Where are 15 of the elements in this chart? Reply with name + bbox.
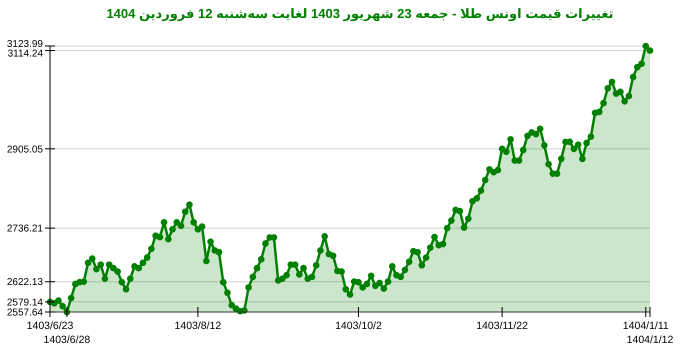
y-tick-label: 3123.99 — [6, 39, 44, 50]
y-tick-label: 2622.13 — [6, 277, 44, 288]
x-tick-label: 1403/8/12 — [174, 320, 222, 332]
x-tick-label: 1403/6/28 — [44, 334, 90, 346]
chart-title: تغییرات قیمت اونس طلا - جمعه 23 شهریور 1403 لغایت سه‌شنبه 12 فروردین 1404 — [106, 6, 614, 22]
x-tick-label: 1403/11/22 — [476, 320, 528, 332]
y-tick-label: 2736.21 — [6, 224, 44, 235]
x-tick-label: 1403/6/23 — [26, 320, 74, 332]
x-tick-label: 1404/1/11 — [622, 320, 669, 332]
x-tick-label: 1403/10/2 — [335, 320, 382, 332]
y-tick-label: 2557.64 — [6, 308, 44, 318]
y-tick-label: 2579.14 — [6, 297, 44, 308]
y-tick-label: 3114.24 — [8, 48, 44, 60]
x-tick-label: 1404/1/12 — [626, 334, 674, 346]
y-tick-label: 2905.05 — [6, 144, 44, 156]
